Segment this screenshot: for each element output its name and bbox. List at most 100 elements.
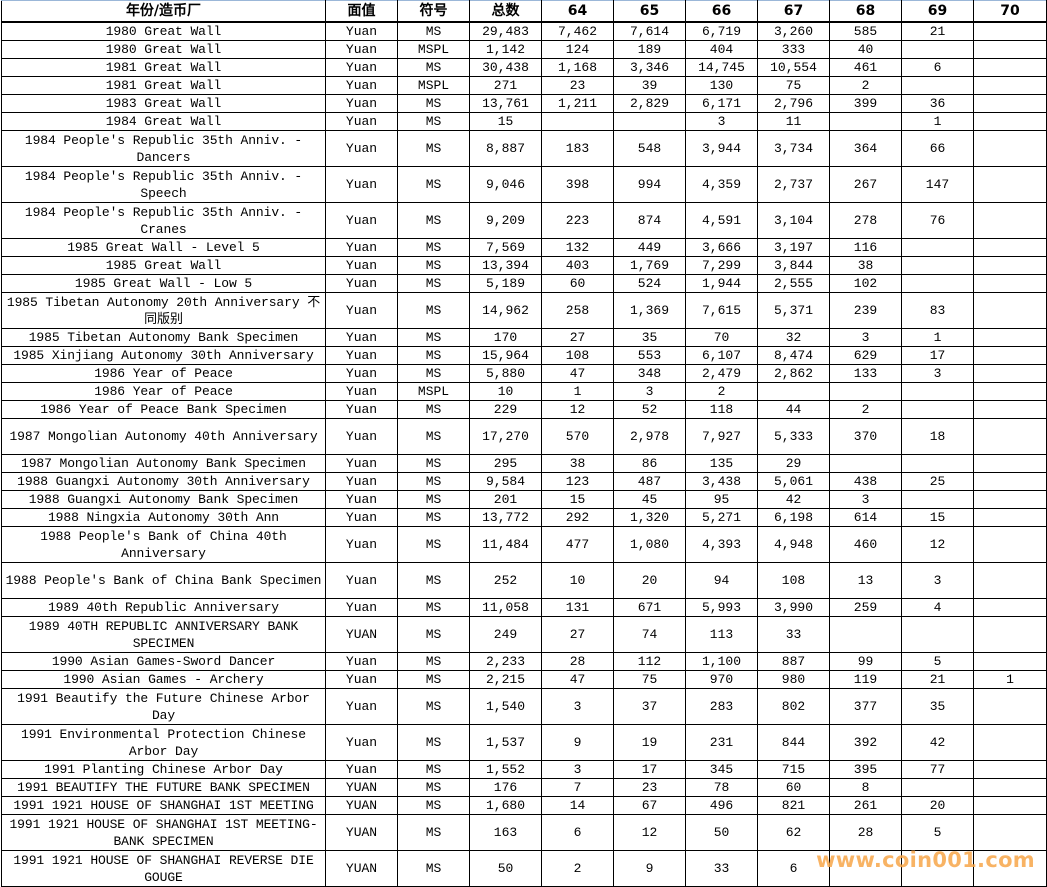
cell-total: 229 [469,400,542,419]
table-row: 1981 Great Wall Yuan MSPL 271 23 39 130 75 2 [1,76,1047,95]
cell-denomination: Yuan [325,58,398,77]
cell-g68: 364 [829,130,902,167]
cell-denomination: YUAN [325,796,398,815]
cell-g65: 20 [613,562,686,599]
cell-denomination: Yuan [325,418,398,455]
cell-g68: 3 [829,328,902,347]
table-row: 1981 Great Wall Yuan MS 30,438 1,168 3,346 14,… [1,58,1047,77]
cell-total: 271 [469,76,542,95]
column-header-name: 年份/造币厂 [1,0,326,23]
cell-denomination: YUAN [325,778,398,797]
cell-g69: 76 [901,202,974,239]
cell-g70 [973,130,1047,167]
cell-g68: 119 [829,670,902,689]
cell-g67: 821 [757,796,830,815]
cell-denomination: YUAN [325,814,398,851]
cell-name: 1985 Great Wall [1,256,326,275]
cell-g69 [901,490,974,509]
cell-g65: 12 [613,814,686,851]
cell-g64: 570 [541,418,614,455]
cell-g67: 44 [757,400,830,419]
cell-g70 [973,598,1047,617]
cell-g68: 259 [829,598,902,617]
cell-g70 [973,21,1047,41]
cell-g69: 42 [901,724,974,761]
cell-g66: 135 [685,454,758,473]
cell-denomination: Yuan [325,40,398,59]
cell-g70 [973,472,1047,491]
cell-denomination: Yuan [325,508,398,527]
cell-g70 [973,850,1047,887]
cell-g65: 45 [613,490,686,509]
cell-name: 1989 40th Republic Anniversary [1,598,326,617]
cell-denomination: Yuan [325,94,398,113]
cell-g64: 15 [541,490,614,509]
cell-g69 [901,256,974,275]
cell-g65: 52 [613,400,686,419]
cell-g69 [901,76,974,95]
cell-g70 [973,292,1047,329]
cell-grade: MS [397,400,470,419]
cell-g68: 133 [829,364,902,383]
cell-grade: MS [397,454,470,473]
cell-g69: 15 [901,508,974,527]
cell-g68: 3 [829,490,902,509]
cell-g69: 66 [901,130,974,167]
cell-grade: MS [397,21,470,41]
cell-grade: MS [397,364,470,383]
cell-g64: 10 [541,562,614,599]
cell-g69 [901,40,974,59]
cell-g64: 1 [541,382,614,401]
cell-g65: 112 [613,652,686,671]
cell-g70 [973,724,1047,761]
cell-g65: 874 [613,202,686,239]
cell-g64: 1,211 [541,94,614,113]
cell-g67: 2,796 [757,94,830,113]
cell-g67: 6,198 [757,508,830,527]
cell-g69: 83 [901,292,974,329]
cell-grade: MS [397,724,470,761]
cell-g67: 3,197 [757,238,830,257]
cell-g69: 35 [901,688,974,725]
cell-g64: 27 [541,616,614,653]
cell-g64: 292 [541,508,614,527]
cell-name: 1990 Asian Games - Archery [1,670,326,689]
cell-denomination: Yuan [325,130,398,167]
cell-g66: 283 [685,688,758,725]
cell-g65: 39 [613,76,686,95]
cell-g65: 3,346 [613,58,686,77]
table-row: 1990 Asian Games - Archery Yuan MS 2,215 47 7… [1,670,1047,689]
cell-g64: 398 [541,166,614,203]
cell-denomination: Yuan [325,670,398,689]
cell-g67: 3,104 [757,202,830,239]
cell-g68: 460 [829,526,902,563]
cell-grade: MS [397,346,470,365]
cell-total: 249 [469,616,542,653]
cell-name: 1991 Beautify the Future Chinese Arbor D… [1,688,326,725]
cell-g69: 3 [901,562,974,599]
cell-g69 [901,274,974,293]
cell-g64: 3 [541,688,614,725]
cell-g67: 887 [757,652,830,671]
cell-name: 1984 People's Republic 35th Anniv. - Dan… [1,130,326,167]
cell-g68: 99 [829,652,902,671]
cell-g69: 18 [901,418,974,455]
cell-g64: 9 [541,724,614,761]
cell-g69: 12 [901,526,974,563]
cell-g68: 461 [829,58,902,77]
cell-g64: 477 [541,526,614,563]
cell-denomination: Yuan [325,382,398,401]
cell-g64: 7,462 [541,21,614,41]
cell-total: 17,270 [469,418,542,455]
cell-g67: 2,555 [757,274,830,293]
cell-g68: 438 [829,472,902,491]
cell-g64: 28 [541,652,614,671]
cell-g70 [973,796,1047,815]
cell-name: 1980 Great Wall [1,40,326,59]
cell-name: 1985 Great Wall - Level 5 [1,238,326,257]
cell-g66: 3,944 [685,130,758,167]
cell-g66: 496 [685,796,758,815]
cell-g70 [973,652,1047,671]
cell-grade: MS [397,238,470,257]
cell-g67: 8,474 [757,346,830,365]
